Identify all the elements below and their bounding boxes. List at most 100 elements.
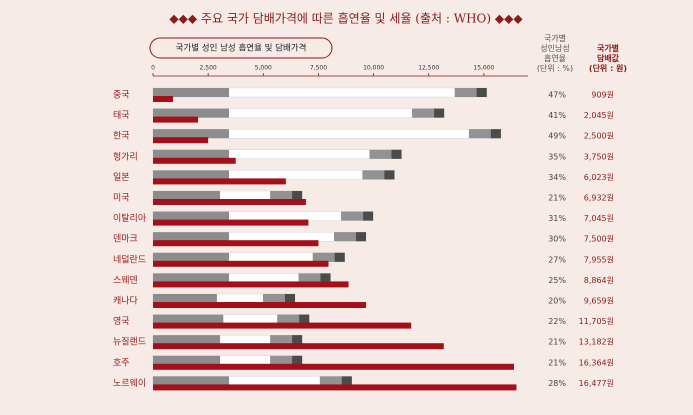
cigarette-ash — [263, 294, 295, 303]
category-label: 헝가리 — [113, 151, 138, 162]
x-tick-label: 10,000 — [363, 65, 384, 72]
price-bar — [153, 137, 209, 144]
cigarette-filter — [153, 273, 229, 283]
cigarette-ash — [412, 108, 445, 118]
x-tick-label: 5,000 — [255, 65, 272, 72]
cigarette-filter — [153, 252, 229, 262]
price-header: 국가별 담배값 (단위 : 원) — [588, 44, 628, 73]
cigarette — [152, 211, 374, 221]
price-bar — [153, 302, 367, 308]
rate-label: 34% — [548, 173, 566, 182]
cigarette — [152, 293, 296, 304]
cigarette-ash-tip — [285, 294, 295, 303]
cigarette — [152, 149, 402, 160]
cigarette-filter — [153, 335, 221, 345]
cigarette-ash-tip — [341, 376, 352, 386]
price-label: 2,500원 — [584, 132, 614, 141]
rate-label: 21% — [548, 338, 566, 347]
price-bar — [153, 96, 174, 102]
cigarette-ash-tip — [363, 211, 374, 221]
cigarette-ash-tip — [476, 88, 487, 97]
price-label: 16,477원 — [579, 379, 614, 388]
price-bar — [153, 343, 444, 350]
cigarette-ash-tip — [299, 314, 310, 324]
price-label: 909원 — [591, 91, 614, 100]
price-bar — [153, 322, 412, 329]
cigarette-ash-tip — [320, 273, 331, 283]
rate-label: 28% — [548, 379, 566, 388]
category-label: 일본 — [113, 172, 130, 183]
cigarette — [152, 355, 303, 365]
rate-label: 31% — [548, 214, 566, 223]
cigarette — [152, 376, 353, 386]
cigarette-ash — [270, 335, 303, 345]
cigarette-ash-tip — [391, 149, 402, 159]
rate-label: 20% — [548, 297, 566, 306]
price-bar — [153, 384, 517, 391]
category-label: 덴마크 — [113, 234, 138, 245]
price-label: 9,659원 — [584, 297, 614, 306]
chart-title: ◆◆◆ 주요 국가 담배가격에 따른 흡연율 및 세율 (출처 : WHO) ◆… — [169, 12, 523, 26]
cigarette — [152, 128, 502, 139]
cigarette-filter — [153, 355, 221, 365]
category-label: 스웨덴 — [113, 274, 138, 286]
price-label: 7,045원 — [584, 214, 614, 223]
cigarette-filter — [153, 232, 229, 242]
category-label: 이탈리아 — [113, 213, 147, 224]
price-label: 6,932원 — [584, 194, 614, 203]
cigarette-ash — [369, 149, 402, 159]
cigarette-filter — [153, 149, 229, 159]
rate-label: 21% — [548, 194, 566, 203]
x-tick-label: 2,500 — [200, 65, 217, 72]
cigarette-filter — [153, 88, 229, 97]
cigarette-filter — [153, 376, 229, 386]
price-label: 8,864원 — [584, 276, 614, 285]
price-bar — [153, 199, 306, 205]
price-label: 13,182원 — [579, 338, 614, 347]
cigarette-ash — [334, 232, 366, 242]
cigarette-ash — [341, 211, 374, 221]
price-bar — [153, 260, 329, 267]
cigarette-ash-tip — [490, 129, 501, 139]
category-label: 호주 — [113, 357, 130, 368]
price-bar — [153, 219, 309, 226]
cigarette-filter — [153, 211, 229, 221]
rate-label: 30% — [548, 235, 566, 244]
price-bar — [153, 281, 349, 288]
category-label: 미국 — [113, 193, 130, 204]
x-tick-label: 7,500 — [310, 65, 327, 72]
price-label: 2,045원 — [584, 111, 614, 120]
cigarette-ash — [270, 355, 303, 365]
rate-label: 35% — [548, 152, 566, 161]
cigarette-ash — [298, 273, 331, 283]
price-bar — [153, 157, 236, 164]
rate-label: 25% — [548, 276, 566, 285]
cigarette-ash — [468, 129, 501, 139]
cigarette-ash-tip — [384, 170, 395, 180]
x-tick-label: 15,000 — [473, 65, 494, 72]
cigarette — [152, 108, 445, 118]
rate-label: 49% — [548, 132, 566, 141]
price-bar — [153, 116, 199, 123]
cigarette-ash-tip — [356, 232, 366, 242]
price-label: 11,705원 — [579, 317, 614, 326]
rate-header: 국가별 성인남성 흡연율 (단위 : %) — [536, 34, 574, 73]
cigarette — [152, 314, 310, 324]
price-bar — [153, 240, 319, 247]
category-label: 캐나다 — [113, 296, 139, 307]
price-label: 3,750원 — [584, 152, 614, 161]
cigarette-ash — [270, 191, 303, 200]
cigarette-ash-tip — [292, 355, 303, 365]
cigarette-ash — [362, 170, 395, 180]
category-label: 노르웨이 — [113, 377, 146, 389]
price-label: 7,500원 — [584, 235, 614, 244]
price-bar — [153, 178, 286, 185]
rate-label: 21% — [548, 358, 566, 367]
legend-box — [149, 37, 333, 59]
cigarette-ash — [319, 376, 352, 386]
cigarette-filter — [153, 294, 217, 303]
x-tick-label: 12,500 — [418, 65, 439, 72]
x-tick-label: 0 — [151, 65, 155, 72]
price-label: 7,955원 — [584, 255, 614, 264]
